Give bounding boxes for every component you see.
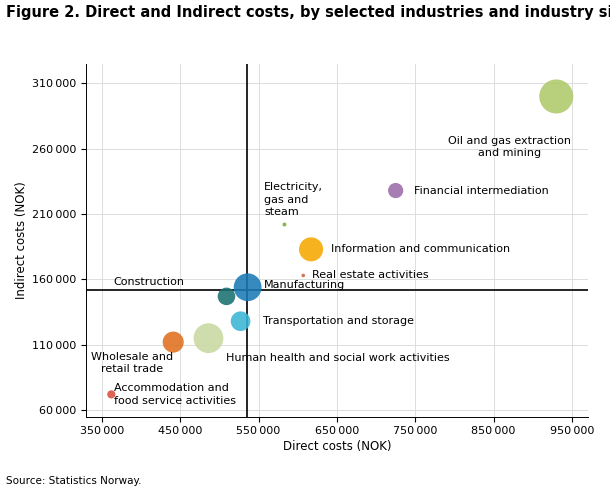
- Text: Figure 2. Direct and Indirect costs, by selected industries and industry size: Figure 2. Direct and Indirect costs, by …: [6, 5, 610, 20]
- Text: Information and communication: Information and communication: [331, 244, 511, 254]
- Text: Human health and social work activities: Human health and social work activities: [226, 353, 450, 363]
- Point: [306, 245, 316, 253]
- Point: [243, 284, 253, 291]
- Text: Wholesale and
retail trade: Wholesale and retail trade: [91, 352, 173, 374]
- Text: Oil and gas extraction
and mining: Oil and gas extraction and mining: [448, 136, 571, 158]
- Text: Manufacturing: Manufacturing: [264, 280, 345, 289]
- Y-axis label: Indirect costs (NOK): Indirect costs (NOK): [15, 182, 28, 299]
- Point: [279, 221, 289, 228]
- Point: [221, 292, 231, 300]
- Point: [107, 390, 117, 398]
- Text: Financial intermediation: Financial intermediation: [414, 185, 548, 196]
- Text: Electricity,
gas and
steam: Electricity, gas and steam: [264, 183, 323, 217]
- Point: [391, 186, 401, 194]
- Point: [204, 334, 213, 342]
- Point: [235, 317, 245, 325]
- Text: Construction: Construction: [113, 277, 185, 287]
- Text: Real estate activities: Real estate activities: [312, 270, 428, 281]
- Text: Accommodation and
food service activities: Accommodation and food service activitie…: [113, 383, 235, 406]
- Point: [551, 93, 561, 101]
- X-axis label: Direct costs (NOK): Direct costs (NOK): [282, 441, 391, 453]
- Point: [298, 271, 308, 279]
- Text: Transportation and storage: Transportation and storage: [262, 316, 414, 326]
- Text: Source: Statistics Norway.: Source: Statistics Norway.: [6, 476, 142, 486]
- Point: [168, 338, 178, 346]
